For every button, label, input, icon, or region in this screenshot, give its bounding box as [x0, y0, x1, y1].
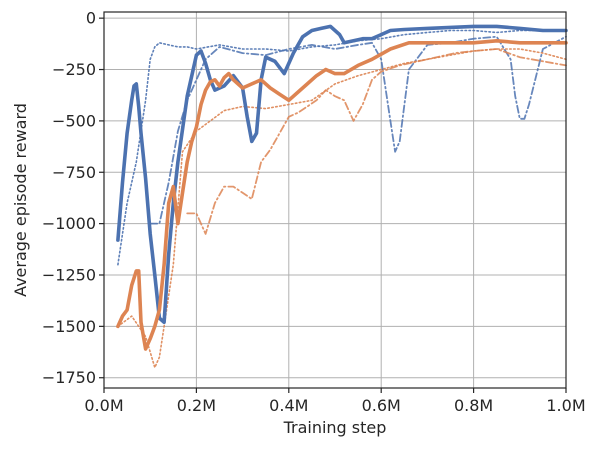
- y-tick-label: −1500: [42, 317, 96, 336]
- y-axis-title: Average episode reward: [11, 103, 30, 297]
- series-line-6: [186, 48, 567, 235]
- x-tick-label: 0.6M: [362, 396, 401, 415]
- x-tick-label: 1.0M: [546, 396, 585, 415]
- y-tick-label: −1750: [42, 368, 96, 387]
- y-tick-label: −250: [52, 60, 96, 79]
- series-line-4: [149, 35, 567, 225]
- y-tick-label: 0: [86, 9, 96, 28]
- x-tick-label: 0.8M: [454, 396, 493, 415]
- y-axis: 0 −250 −500 −750 −1000 −1250 −1500 −1750: [42, 9, 104, 387]
- x-tick-label: 0.2M: [177, 396, 216, 415]
- plot-frame: [103, 11, 567, 389]
- y-tick-label: −500: [52, 111, 96, 130]
- y-tick-label: −1250: [42, 265, 96, 284]
- x-axis: 0.0M 0.2M 0.4M 0.6M 0.8M 1.0M: [84, 388, 586, 415]
- x-tick-label: 0.0M: [84, 396, 123, 415]
- x-tick-label: 0.4M: [269, 396, 308, 415]
- series-layer: [116, 24, 568, 369]
- y-tick-label: −750: [52, 163, 96, 182]
- x-axis-title: Training step: [283, 418, 387, 437]
- series-line-2: [116, 39, 568, 351]
- series-line-3: [117, 29, 567, 266]
- series-line-5: [117, 48, 567, 369]
- y-tick-label: −1000: [42, 214, 96, 233]
- series-line-1: [116, 24, 568, 325]
